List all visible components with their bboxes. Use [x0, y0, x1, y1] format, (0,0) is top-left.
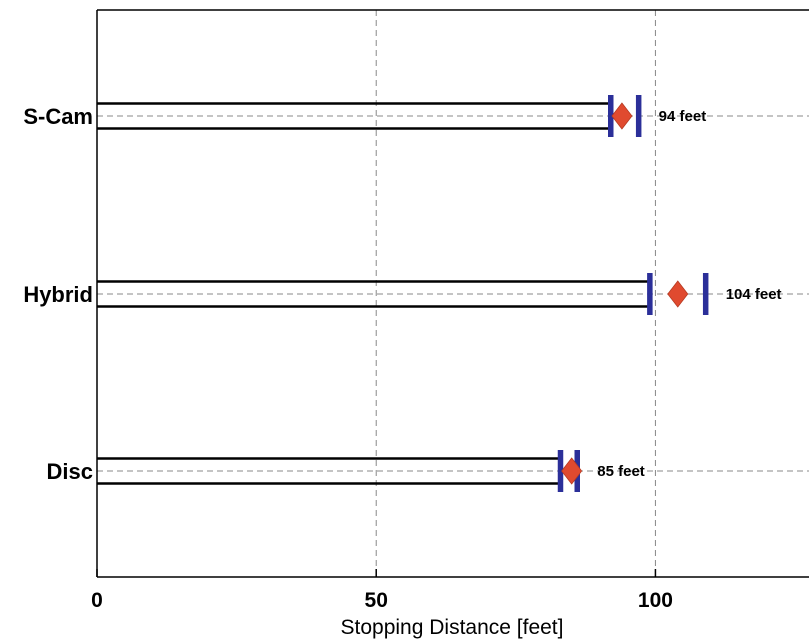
mean-marker	[611, 102, 633, 130]
category-label: Disc	[47, 459, 93, 484]
axes-layer: S-Cam Hybrid Disc 0 50 100	[23, 9, 809, 612]
mean-marker	[561, 457, 583, 485]
value-label: 85 feet	[597, 463, 645, 480]
x-tick-label: 100	[638, 589, 673, 612]
bars-layer: 94 feet 104 feet 85 feet	[97, 95, 782, 492]
category-label: Hybrid	[23, 282, 93, 307]
bar-s-cam	[97, 104, 611, 129]
category-label: S-Cam	[23, 104, 93, 129]
x-axis-title: Stopping Distance [feet]	[341, 616, 564, 639]
bar-disc	[97, 459, 560, 484]
value-label: 94 feet	[659, 108, 707, 125]
value-label: 104 feet	[726, 286, 782, 303]
x-tick-label: 0	[91, 589, 103, 612]
x-tick-label: 50	[365, 589, 388, 612]
bar-hybrid	[97, 282, 650, 307]
mean-marker	[667, 280, 689, 308]
